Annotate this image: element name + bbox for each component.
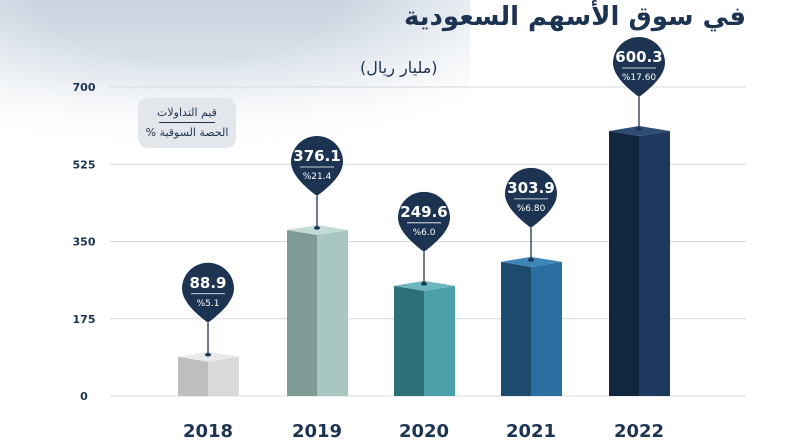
legend-divider xyxy=(159,122,215,123)
legend-box: قيم التداولات الحصة السوقية % xyxy=(138,98,236,148)
marker-base-dot xyxy=(421,282,427,286)
value-marker-pin xyxy=(182,262,234,323)
x-tick-label: 2021 xyxy=(506,421,556,442)
y-tick-label: 700 xyxy=(73,81,96,94)
bar-share-label: %21.4 xyxy=(303,172,332,182)
bar-top xyxy=(501,256,562,267)
bar-share-label: %6.80 xyxy=(517,204,546,214)
bar-face-right xyxy=(317,229,348,396)
marker-base-dot xyxy=(636,127,642,131)
marker-base-dot xyxy=(528,258,534,262)
bar-value-label: 600.3 xyxy=(615,48,662,66)
bar-value-label: 303.9 xyxy=(507,179,554,197)
value-marker-pin xyxy=(505,167,557,228)
bar-face-left xyxy=(394,285,424,396)
bar-face-left xyxy=(501,261,531,396)
bar-share-label: %6.0 xyxy=(413,228,436,238)
legend-share-label: الحصة السوقية % xyxy=(145,126,229,139)
x-tick-label: 2019 xyxy=(292,421,342,442)
legend-value-label: قيم التداولات xyxy=(157,106,217,119)
bar-face-right xyxy=(531,261,562,396)
marker-base-dot xyxy=(205,352,211,357)
bar-share-label: %17.60 xyxy=(622,73,657,83)
value-marker-pin xyxy=(291,135,343,196)
x-tick-label: 2020 xyxy=(399,421,449,442)
marker-base-dot xyxy=(314,226,320,230)
y-tick-label: 350 xyxy=(73,236,96,249)
bar-face-right xyxy=(424,285,455,396)
bar-face-left xyxy=(609,131,639,396)
bar-value-label: 249.6 xyxy=(400,203,447,221)
bar-top xyxy=(394,280,455,291)
bar-face-right xyxy=(208,356,239,396)
bar-share-label: %5.1 xyxy=(197,299,220,309)
bar-face-left xyxy=(287,229,317,396)
y-tick-label: 175 xyxy=(73,313,96,326)
bar-top xyxy=(178,351,239,362)
bar-face-right xyxy=(639,131,670,396)
value-marker-pin xyxy=(398,191,450,252)
chart-title: في سوق الأسهم السعودية xyxy=(404,2,746,32)
y-tick-label: 525 xyxy=(73,158,96,171)
bar-value-label: 376.1 xyxy=(293,147,340,165)
bar-top xyxy=(287,224,348,235)
unit-label: (مليار ريال) xyxy=(360,58,438,77)
y-tick-label: 0 xyxy=(80,390,88,403)
bar-top xyxy=(609,126,670,137)
bar-face-left xyxy=(178,356,208,396)
x-tick-label: 2018 xyxy=(183,421,233,442)
bar-value-label: 88.9 xyxy=(189,274,226,292)
value-marker-pin xyxy=(613,37,665,98)
x-tick-label: 2022 xyxy=(614,421,664,442)
